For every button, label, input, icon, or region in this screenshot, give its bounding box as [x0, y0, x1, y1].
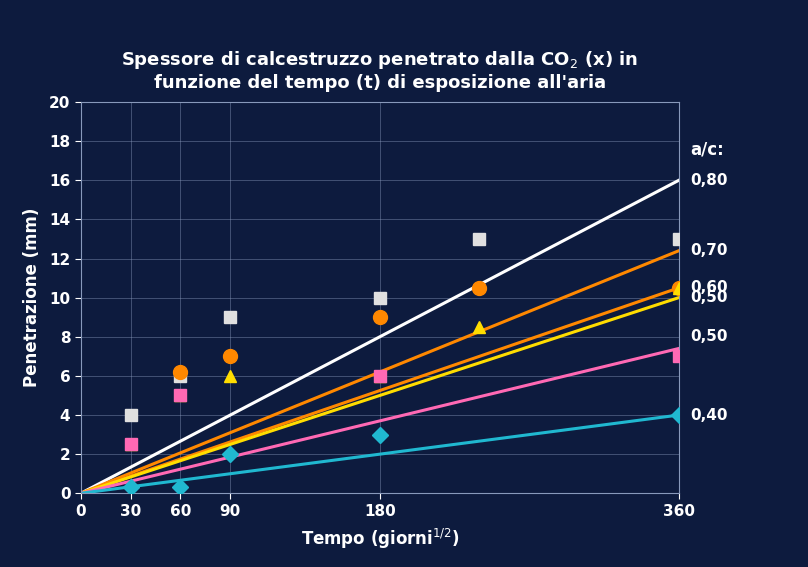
Text: 0,50: 0,50 — [691, 329, 728, 344]
Y-axis label: Penetrazione (mm): Penetrazione (mm) — [23, 208, 40, 387]
Text: 0,80: 0,80 — [691, 173, 728, 188]
Text: 0,60: 0,60 — [691, 281, 728, 295]
X-axis label: Tempo (giorni$^{1/2}$): Tempo (giorni$^{1/2}$) — [301, 527, 459, 551]
Text: 0,70: 0,70 — [691, 243, 728, 258]
Text: a/c:: a/c: — [691, 140, 725, 158]
Title: Spessore di calcestruzzo penetrato dalla CO$_2$ (x) in
funzione del tempo (t) di: Spessore di calcestruzzo penetrato dalla… — [121, 49, 638, 92]
Text: 0,40: 0,40 — [691, 408, 728, 422]
Text: 0,50: 0,50 — [691, 290, 728, 305]
